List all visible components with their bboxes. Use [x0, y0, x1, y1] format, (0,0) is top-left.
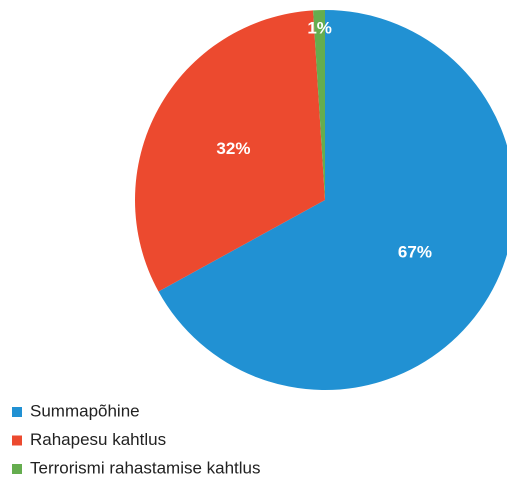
legend-swatch: [12, 435, 22, 446]
legend-label: Terrorismi rahastamise kahtlus: [30, 458, 261, 477]
legend-swatch: [12, 407, 22, 417]
pie-slice: [313, 10, 325, 200]
legend-label: Summapõhine: [30, 401, 140, 420]
legend-label: Rahapesu kahtlus: [30, 430, 166, 449]
value-label: 67%: [398, 243, 432, 262]
value-label: 32%: [216, 139, 250, 158]
value-label: 1%: [307, 19, 332, 38]
legend-swatch: [12, 464, 22, 474]
pie-slice: [135, 10, 325, 292]
pie-slice: [158, 10, 507, 390]
